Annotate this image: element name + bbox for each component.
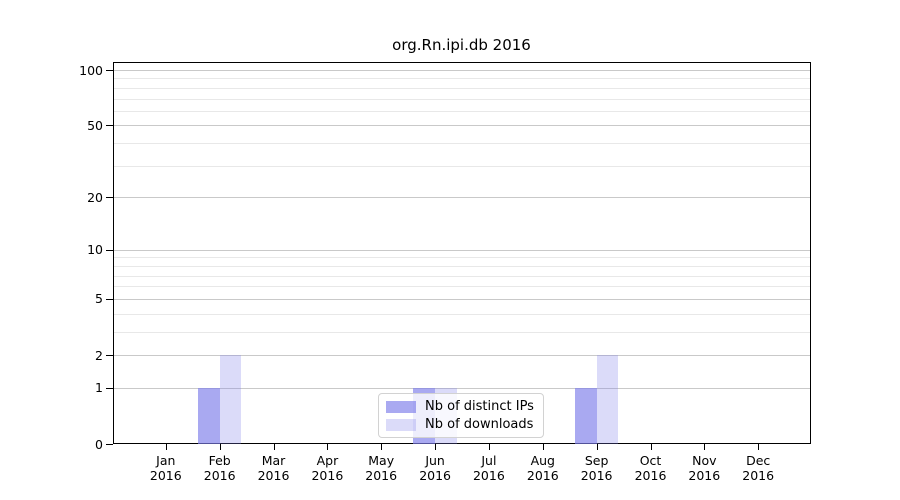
x-tick-year: 2016 (742, 467, 775, 483)
x-tick-year: 2016 (311, 467, 344, 483)
x-tick-month: Dec (746, 453, 771, 468)
x-tick-label: Jan 2016 (139, 453, 193, 483)
bar-distinct-ips (574, 387, 597, 444)
legend-label: Nb of downloads (425, 417, 534, 432)
x-tick (273, 444, 275, 450)
x-tick-month: Sep (584, 453, 609, 468)
gridline-minor (114, 110, 810, 112)
gridline-minor (114, 257, 810, 259)
x-tick (435, 444, 437, 450)
gridline-minor (114, 165, 810, 167)
x-tick-label: Sep 2016 (570, 453, 624, 483)
gridline-minor (114, 78, 810, 80)
legend: Nb of distinct IPs Nb of downloads (378, 393, 544, 438)
y-tick-label: 2 (95, 347, 103, 363)
x-tick-month: May (368, 453, 395, 468)
y-tick (106, 70, 113, 71)
gridline-major (114, 355, 810, 356)
x-tick (704, 444, 706, 450)
gridline-minor (114, 265, 810, 267)
x-tick-year: 2016 (365, 467, 398, 483)
x-tick (542, 444, 544, 450)
bar-distinct-ips (198, 387, 220, 444)
y-tick-label: 20 (87, 189, 103, 205)
x-tick-label: May 2016 (354, 453, 408, 483)
x-tick-label: Aug 2016 (516, 453, 570, 483)
y-tick-label: 50 (87, 117, 103, 133)
y-tick (106, 197, 113, 199)
x-tick-label: Oct 2016 (624, 453, 678, 483)
x-tick-year: 2016 (580, 467, 613, 483)
x-tick-month: Oct (639, 453, 662, 468)
x-tick-label: Jul 2016 (462, 453, 516, 483)
x-tick-month: Jul (481, 453, 497, 468)
x-tick-year: 2016 (472, 467, 505, 483)
gridline-major (114, 249, 810, 251)
x-tick (596, 444, 598, 450)
bar-downloads (219, 355, 242, 444)
x-tick-month: Feb (208, 453, 231, 468)
y-tick (106, 355, 113, 356)
x-tick (327, 444, 329, 450)
y-tick (106, 387, 113, 389)
x-tick-month: Jun (425, 453, 445, 468)
x-tick (165, 444, 167, 450)
x-tick-year: 2016 (149, 467, 182, 483)
y-tick (106, 298, 113, 300)
x-tick-year: 2016 (419, 467, 451, 483)
x-tick-month: Apr (316, 453, 339, 468)
y-tick (106, 444, 113, 445)
x-tick-label: Apr 2016 (300, 453, 354, 483)
plot-area (113, 62, 811, 444)
gridline-minor (114, 87, 810, 89)
legend-item: Nb of distinct IPs (386, 399, 534, 414)
x-tick-label: Dec 2016 (731, 453, 785, 483)
gridline-minor (114, 275, 810, 277)
x-tick (650, 444, 652, 450)
x-tick (219, 444, 221, 450)
gridline-minor (114, 98, 810, 100)
x-tick-month: Mar (261, 453, 286, 468)
gridline-major (114, 197, 810, 199)
gridline-minor (114, 313, 810, 315)
x-tick-label: Mar 2016 (247, 453, 301, 483)
legend-label: Nb of distinct IPs (425, 399, 534, 414)
x-tick-month: Nov (692, 453, 717, 468)
y-tick (106, 249, 113, 251)
y-tick-label: 100 (79, 62, 103, 78)
x-tick (488, 444, 490, 450)
x-tick-month: Aug (530, 453, 555, 468)
x-tick-year: 2016 (634, 467, 667, 483)
x-tick-year: 2016 (688, 467, 721, 483)
x-tick-label: Feb 2016 (193, 453, 247, 483)
gridline-major (114, 125, 810, 127)
gridline-minor (114, 286, 810, 288)
y-tick-label: 10 (87, 242, 103, 258)
y-tick-label: 1 (95, 380, 103, 396)
x-tick-year: 2016 (257, 467, 290, 483)
gridline-major (114, 70, 810, 71)
gridline-minor (114, 143, 810, 145)
y-tick (106, 125, 113, 127)
y-tick-label: 5 (95, 291, 103, 307)
x-tick-label: Nov 2016 (677, 453, 731, 483)
x-tick (381, 444, 383, 450)
bar-downloads (596, 355, 619, 444)
legend-item: Nb of downloads (386, 417, 534, 432)
chart-title: org.Rn.ipi.db 2016 (392, 36, 531, 54)
x-tick-month: Jan (156, 453, 176, 468)
gridline-major (114, 298, 810, 300)
gridline-major (114, 387, 810, 389)
x-tick-year: 2016 (526, 467, 559, 483)
x-tick (758, 444, 760, 450)
x-tick-year: 2016 (203, 467, 236, 483)
y-tick-label: 0 (95, 436, 103, 452)
gridline-minor (114, 331, 810, 333)
x-tick-label: Jun 2016 (408, 453, 462, 483)
legend-swatch (386, 400, 416, 413)
legend-swatch (386, 418, 416, 431)
